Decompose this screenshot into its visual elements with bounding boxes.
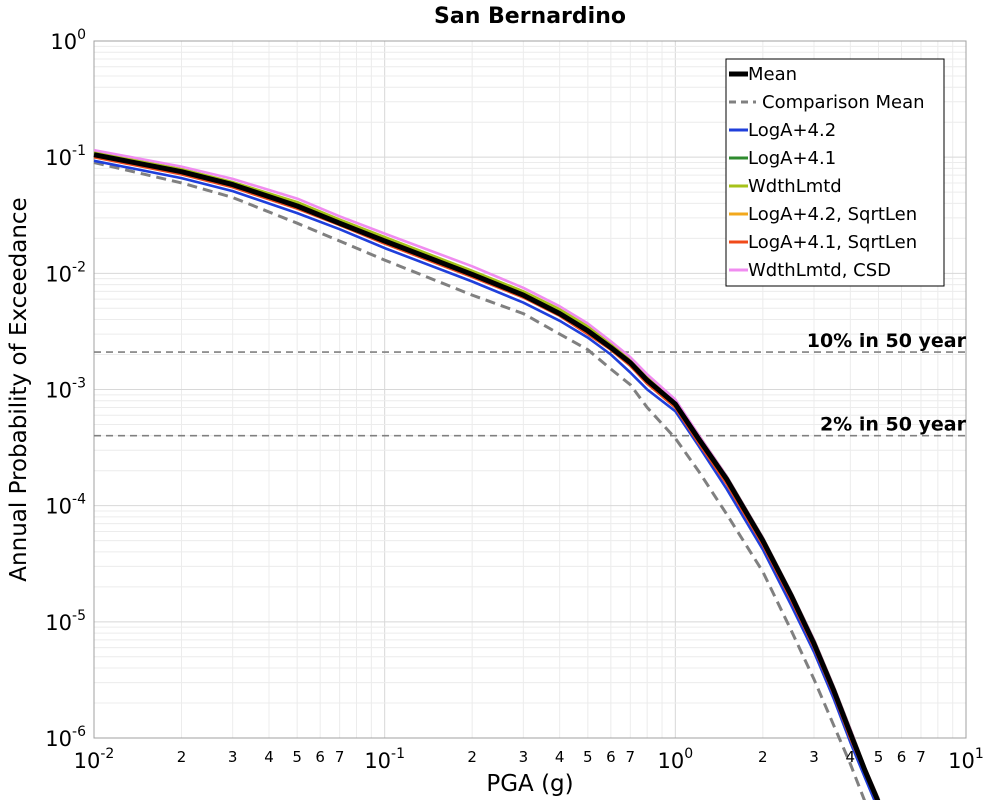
legend-entry-label: LogA+4.2, SqrtLen [748, 204, 917, 225]
series-line-loga-4-2 [93, 159, 876, 800]
x-minor-tick-label: 5 [292, 748, 302, 766]
legend-entry-label: LogA+4.2 [748, 120, 836, 141]
y-major-tick-label: 10-3 [45, 376, 86, 403]
y-axis-title: Annual Probability of Exceedance [6, 197, 32, 581]
legend-entry-label: LogA+4.1 [748, 148, 836, 169]
series-lines [93, 148, 881, 800]
reference-line-label-1: 2% in 50 year [820, 414, 967, 436]
y-major-tick-label: 10-6 [45, 724, 86, 751]
series-line-comparison-mean [93, 161, 866, 800]
legend-entry-label: LogA+4.1, SqrtLen [748, 232, 917, 253]
x-minor-tick-label: 4 [846, 748, 856, 766]
x-minor-tick-label: 7 [916, 748, 926, 766]
x-minor-tick-label: 5 [874, 748, 884, 766]
x-major-tick-label: 101 [948, 746, 984, 773]
series-line-mean [93, 152, 881, 800]
grid [93, 41, 966, 739]
x-minor-tick-label: 3 [228, 748, 238, 766]
legend-entry-label: WdthLmtd [748, 176, 842, 197]
x-minor-tick-label: 6 [315, 748, 325, 766]
x-major-tick-label: 10-2 [74, 746, 115, 773]
legend-entry-label: WdthLmtd, CSD [748, 260, 891, 281]
x-minor-tick-label: 4 [264, 748, 274, 766]
plot-area-frame [93, 40, 967, 739]
legend: Mean Comparison Mean LogA+4.2 LogA+4.1 WdthL… [725, 58, 945, 287]
reference-line-label-0: 10% in 50 year [807, 330, 967, 352]
x-minor-tick-label: 2 [758, 748, 768, 766]
y-major-tick-label: 10-1 [45, 143, 86, 170]
x-minor-tick-label: 2 [177, 748, 187, 766]
y-major-tick-label: 100 [50, 27, 86, 54]
x-minor-tick-label: 3 [809, 748, 819, 766]
legend-entry-label: Comparison Mean [762, 92, 925, 113]
x-major-tick-label: 100 [658, 746, 694, 773]
x-major-tick-label: 10-1 [364, 746, 405, 773]
x-minor-tick-label: 3 [519, 748, 529, 766]
x-minor-tick-label: 2 [467, 748, 477, 766]
x-minor-tick-label: 4 [555, 748, 565, 766]
y-major-tick-label: 10-4 [45, 492, 86, 519]
x-minor-tick-label: 6 [897, 748, 907, 766]
chart-title: San Bernardino [434, 4, 626, 29]
x-minor-tick-label: 6 [606, 748, 616, 766]
reference-lines: 10% in 50 year 2% in 50 year [94, 330, 967, 437]
x-minor-tick-label: 7 [626, 748, 636, 766]
x-minor-tick-label: 7 [335, 748, 345, 766]
x-minor-tick-label: 5 [583, 748, 593, 766]
legend-box [725, 58, 945, 287]
y-major-tick-label: 10-5 [45, 608, 86, 635]
legend-entry-label: Mean [748, 64, 797, 85]
y-major-tick-label: 10-2 [45, 259, 86, 286]
x-axis-title: PGA (g) [486, 771, 573, 797]
